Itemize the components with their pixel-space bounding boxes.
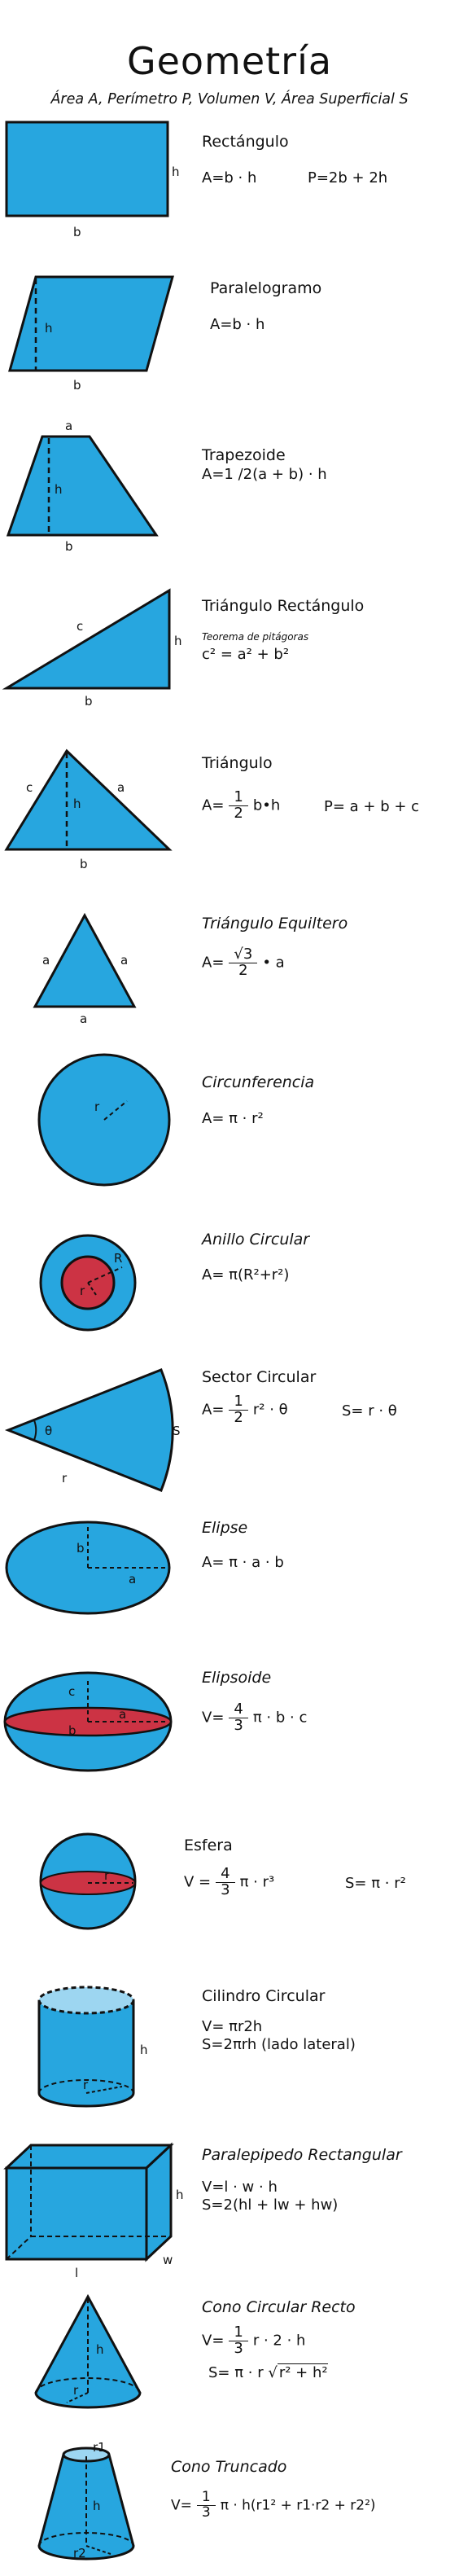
ellipse-name: Elipse — [202, 1519, 248, 1537]
cuboid-volume: V=l · w · h — [202, 2179, 278, 2196]
sector-s-label: S — [173, 1424, 181, 1438]
sphere-figure: r — [39, 1832, 137, 1930]
ellipse-area: A= π · a · b — [202, 1554, 284, 1571]
annulus-area: A= π(R²+r²) — [202, 1266, 290, 1284]
cuboid-name: Paralepipedo Rectangular — [202, 2146, 402, 2164]
rect-b-label: b — [73, 225, 81, 239]
frustum-h-label: h — [93, 2499, 101, 2513]
page-subtitle: Área A, Perímetro P, Volumen V, Área Sup… — [50, 91, 409, 108]
sector-theta-label: θ — [45, 1424, 52, 1438]
cuboid-l-label: l — [75, 2266, 78, 2280]
parallelogram-area: A=b · h — [210, 316, 265, 333]
cuboid-w-label: w — [163, 2253, 173, 2267]
ellipsoid-a-label: a — [119, 1707, 126, 1722]
triangle-figure: c h a b — [4, 748, 173, 871]
eq-a1-label: a — [42, 953, 50, 968]
annulus-R-label: R — [114, 1251, 122, 1266]
sphere-surface: S= π · r² — [345, 1875, 406, 1892]
ellipse-figure: b a — [5, 1521, 171, 1615]
parallelogram-figure: h b — [8, 275, 174, 393]
annulus-r-label: r — [80, 1284, 85, 1298]
eq-a2-label: a — [120, 953, 128, 968]
frustum-r2-label: r2 — [73, 2546, 86, 2561]
rect-h-label: h — [172, 165, 180, 179]
frustum-name: Cono Truncado — [171, 2458, 287, 2476]
frustum-figure: r1 h r2 — [37, 2440, 135, 2561]
trapezoid-name: Trapezoide — [202, 446, 286, 464]
triangle-name: Triángulo — [202, 754, 273, 772]
rtri-h-label: h — [174, 634, 182, 648]
ellipsoid-volume: V= 4 3 π · b · c — [202, 1701, 308, 1734]
annulus-figure: R r — [39, 1234, 137, 1332]
cylinder-name: Cilindro Circular — [202, 1987, 326, 2005]
rectangle-perimeter: P=2b + 2h — [308, 169, 388, 187]
cylinder-figure: h r — [37, 1986, 148, 2108]
sector-arc: S= r · θ — [342, 1402, 397, 1420]
cone-name: Cono Circular Recto — [202, 2298, 356, 2316]
circle-area: A= π · r² — [202, 1110, 264, 1127]
ellipsoid-figure: c a b — [3, 1671, 173, 1772]
tri-h-label: h — [73, 796, 81, 811]
circle-r-label: r — [94, 1099, 100, 1114]
sector-r-label: r — [62, 1471, 68, 1485]
para-h-label: h — [45, 321, 53, 336]
eq-a3-label: a — [80, 1012, 87, 1026]
ellipsoid-c-label: c — [68, 1684, 75, 1699]
frustum-r1-label: r1 — [93, 2440, 106, 2455]
para-b-label: b — [73, 378, 81, 393]
cone-volume: V= 1 3 r · 2 · h — [202, 2324, 306, 2357]
cone-r-label: r — [73, 2383, 79, 2398]
tri-a-label: a — [117, 780, 125, 795]
cylinder-r-label: r — [83, 2078, 89, 2092]
circle-figure: r — [37, 1053, 171, 1187]
trap-h-label: h — [55, 482, 63, 497]
cuboid-figure: h w l — [3, 2142, 184, 2280]
sector-area: A= 1 2 r² · θ — [202, 1393, 288, 1426]
rectangle-name: Rectángulo — [202, 133, 289, 151]
circle-name: Circunferencia — [202, 1073, 315, 1091]
pythagoras-note: Teorema de pitágoras — [202, 631, 309, 643]
cylinder-h-label: h — [140, 2043, 148, 2057]
trapezoid-area: A=1 /2(a + b) · h — [202, 466, 327, 483]
equilateral-triangle-name: Triángulo Equiltero — [202, 915, 348, 933]
triangle-perimeter: P= a + b + c — [324, 798, 420, 815]
right-triangle-name: Triángulo Rectángulo — [202, 597, 365, 615]
rectangle-figure: h b — [5, 121, 180, 239]
right-triangle-figure: c h b — [2, 588, 182, 709]
page-title: Geometría — [126, 39, 333, 83]
ellipsoid-name: Elipsoide — [202, 1669, 272, 1687]
ellipse-b-label: b — [76, 1541, 85, 1556]
trapezoid-figure: a h b — [6, 419, 159, 554]
trap-b-label: b — [65, 539, 73, 554]
ellipse-a-label: a — [129, 1572, 136, 1586]
cylinder-surface: S=2πrh (lado lateral) — [202, 2036, 356, 2053]
ellipsoid-b-label: b — [68, 1723, 76, 1738]
tri-c-label: c — [26, 780, 33, 795]
equilateral-triangle-area: A= √3 2 • a — [202, 946, 285, 979]
trap-a-label: a — [65, 419, 72, 433]
tri-b-label: b — [80, 857, 88, 871]
rtri-c-label: c — [76, 619, 83, 634]
pythagoras-formula: c² = a² + b² — [202, 646, 290, 663]
sector-name: Sector Circular — [202, 1368, 317, 1386]
sphere-name: Esfera — [184, 1837, 233, 1854]
annulus-name: Anillo Circular — [202, 1231, 310, 1249]
cuboid-h-label: h — [176, 2188, 184, 2202]
sphere-r-label: r — [104, 1868, 110, 1883]
rtri-b-label: b — [85, 694, 93, 709]
rectangle-area: A=b · h — [202, 169, 257, 187]
cone-surface: S= π · r √ r² + h² — [208, 2363, 328, 2381]
parallelogram-name: Paralelogramo — [210, 279, 322, 297]
cuboid-surface: S=2(hl + lw + hw) — [202, 2196, 339, 2214]
sector-figure: θ S r — [4, 1368, 181, 1492]
cone-figure: h r — [34, 2293, 142, 2409]
triangle-area: A= 1 2 b•h — [202, 788, 281, 822]
cylinder-volume: V= πr2h — [202, 2018, 263, 2035]
equilateral-triangle-figure: a a a — [33, 912, 137, 1026]
frustum-volume: V= 1 3 π · h(r1² + r1·r2 + r2²) — [171, 2489, 376, 2521]
cone-h-label: h — [96, 2342, 104, 2357]
sphere-volume: V = 4 3 π · r³ — [184, 1865, 275, 1898]
